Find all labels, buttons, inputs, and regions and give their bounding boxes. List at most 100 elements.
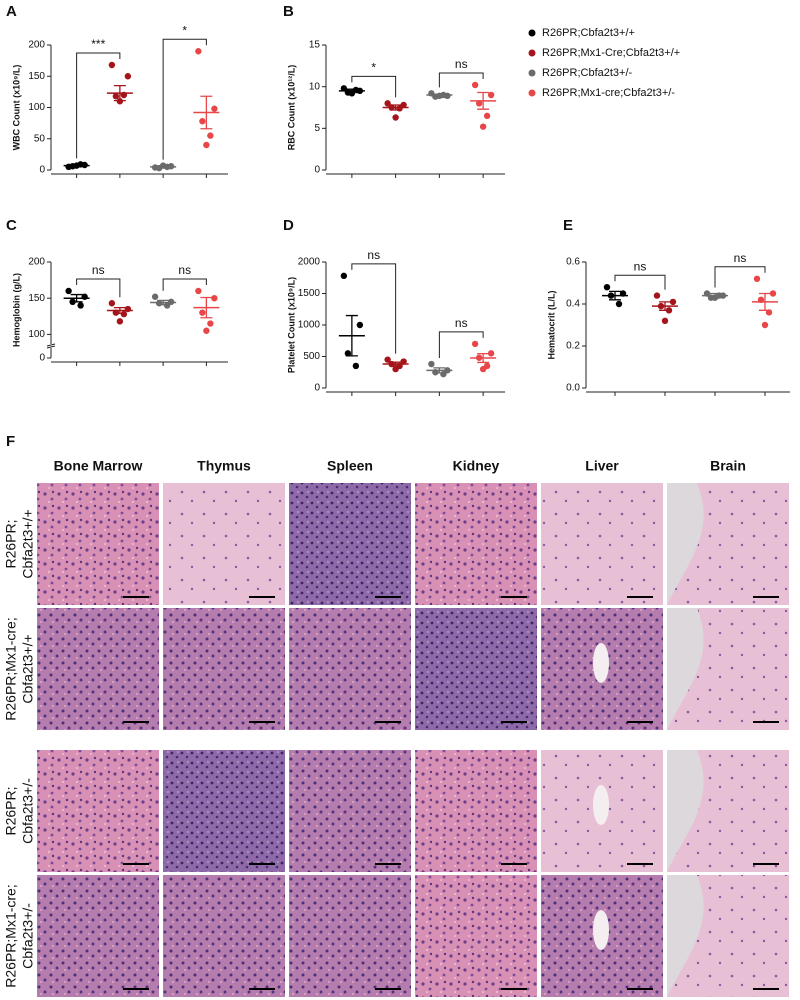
tissue-edge bbox=[667, 608, 704, 730]
data-point bbox=[207, 320, 214, 327]
histology-image bbox=[415, 608, 537, 730]
data-point bbox=[661, 317, 669, 324]
legend-marker bbox=[528, 89, 536, 97]
y-tick-label: 15 bbox=[309, 40, 321, 51]
histology-image bbox=[415, 750, 537, 872]
y-tick-label: 1500 bbox=[298, 288, 321, 299]
error-bar bbox=[157, 299, 170, 306]
y-axis-label: RBC Count (x10¹²/L) bbox=[286, 65, 296, 151]
significance-label: ns bbox=[455, 57, 468, 71]
y-tick-label: 50 bbox=[34, 133, 46, 144]
significance-label: ns bbox=[634, 259, 647, 273]
row-label: Cbfa2t3+/- bbox=[20, 778, 36, 844]
tissue-edge bbox=[667, 750, 704, 872]
data-point bbox=[348, 90, 356, 97]
error-bar bbox=[70, 164, 83, 167]
data-point bbox=[207, 132, 214, 139]
error-bar bbox=[659, 301, 671, 311]
error-bar bbox=[345, 314, 358, 357]
y-axis-label: Hemoglobin (g/L) bbox=[11, 273, 21, 347]
y-axis-label: WBC Count (x10⁹/L) bbox=[11, 65, 21, 151]
data-point bbox=[344, 350, 352, 357]
significance-bracket bbox=[351, 75, 397, 98]
axis-break bbox=[46, 343, 56, 347]
column-header: Brain bbox=[710, 458, 746, 474]
data-point bbox=[195, 48, 202, 55]
y-tick-label: 0.4 bbox=[566, 299, 580, 310]
significance-bracket bbox=[76, 278, 121, 298]
column-header: Spleen bbox=[327, 458, 373, 474]
data-point bbox=[753, 275, 761, 282]
error-bar bbox=[709, 292, 721, 299]
data-point bbox=[151, 293, 159, 300]
data-point bbox=[211, 294, 218, 302]
significance-bracket bbox=[714, 266, 766, 288]
tissue-edge bbox=[667, 875, 704, 997]
significance-bracket bbox=[614, 274, 666, 290]
data-point bbox=[77, 302, 84, 309]
histology-image bbox=[415, 483, 537, 605]
significance-bracket bbox=[76, 52, 121, 159]
data-point bbox=[471, 340, 479, 348]
error-bar bbox=[477, 91, 490, 110]
y-tick-label: 0 bbox=[314, 165, 320, 176]
data-point bbox=[203, 141, 210, 149]
y-axis-label: Hematocrit (L/L) bbox=[546, 290, 556, 359]
legend-label: R26PR;Mx1-Cre;Cbfa2t3+/+ bbox=[542, 47, 680, 59]
legend-label: R26PR;Mx1-cre;Cbfa2t3+/- bbox=[542, 87, 675, 99]
tissue-edge bbox=[667, 483, 704, 605]
y-axis-label: Platelet Count (x10⁹/L) bbox=[286, 277, 296, 373]
panel-label: D bbox=[283, 217, 294, 234]
data-point bbox=[479, 123, 487, 130]
data-point bbox=[195, 287, 202, 295]
y-tick-label: 0.6 bbox=[566, 257, 580, 268]
histology-image bbox=[289, 483, 411, 605]
data-point bbox=[400, 358, 407, 365]
row-label: R26PR;Mx1-cre; bbox=[3, 884, 19, 987]
legend-marker bbox=[528, 29, 536, 37]
data-point bbox=[471, 81, 479, 89]
data-point bbox=[203, 327, 210, 334]
histology-image bbox=[289, 750, 411, 872]
y-tick-label: 0 bbox=[39, 165, 45, 176]
significance-bracket bbox=[438, 331, 484, 359]
significance-label: ns bbox=[178, 263, 191, 277]
data-point bbox=[487, 350, 495, 357]
column-header: Liver bbox=[585, 458, 619, 474]
panel-label: E bbox=[563, 217, 573, 234]
histology-image bbox=[37, 483, 159, 605]
error-bar bbox=[70, 293, 83, 303]
error-bar bbox=[759, 292, 771, 311]
data-point bbox=[428, 360, 435, 368]
panel-label: B bbox=[283, 3, 294, 20]
data-point bbox=[384, 356, 391, 363]
legend-marker bbox=[528, 69, 536, 77]
significance-label: * bbox=[371, 61, 376, 75]
data-point bbox=[108, 300, 116, 307]
error-bar bbox=[389, 104, 402, 111]
data-point bbox=[163, 302, 171, 309]
histology-image bbox=[163, 875, 285, 997]
vessel bbox=[593, 910, 609, 950]
y-tick-label: 2000 bbox=[298, 257, 321, 268]
row-label: R26PR; bbox=[3, 786, 19, 835]
data-point bbox=[769, 290, 777, 297]
histology-image bbox=[163, 750, 285, 872]
data-point bbox=[116, 318, 124, 325]
legend-label: R26PR;Cbfa2t3+/- bbox=[542, 67, 633, 79]
column-header: Bone Marrow bbox=[54, 458, 143, 474]
y-tick-label: 100 bbox=[28, 102, 45, 113]
y-tick-label: 200 bbox=[28, 257, 45, 268]
error-bar bbox=[389, 361, 402, 367]
y-tick-label: 0 bbox=[314, 383, 320, 394]
vessel bbox=[593, 785, 609, 825]
y-tick-label: 150 bbox=[28, 71, 45, 82]
row-label: R26PR; bbox=[3, 519, 19, 568]
y-tick-label: 0.0 bbox=[566, 383, 580, 394]
panel-label: A bbox=[6, 3, 17, 20]
data-point bbox=[761, 321, 769, 329]
significance-label: ns bbox=[455, 316, 468, 330]
error-bar bbox=[477, 352, 490, 364]
data-point bbox=[340, 85, 348, 92]
legend-label: R26PR;Cbfa2t3+/+ bbox=[542, 27, 635, 39]
